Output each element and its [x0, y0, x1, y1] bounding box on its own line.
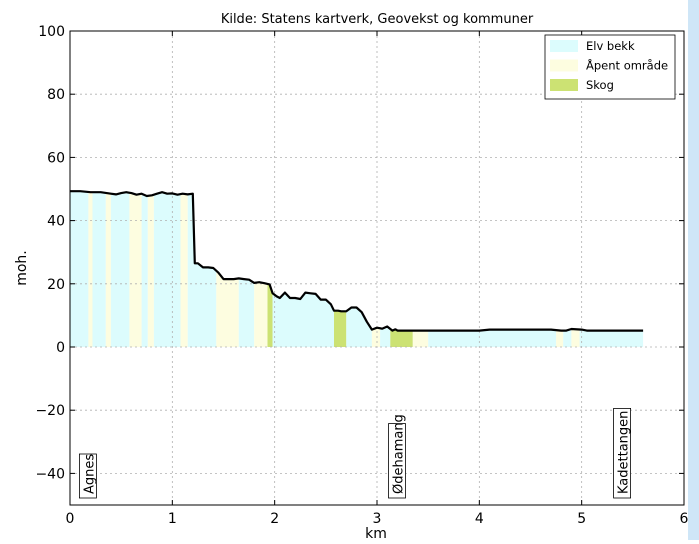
axes: 0 1 2 3 4 5 6 −40 −20 0 20 40 60 80 100 — [35, 24, 688, 527]
x-tick-label: 5 — [577, 511, 586, 527]
landcover-band-elv-bekk — [346, 307, 372, 347]
elevation-line-layer — [70, 190, 644, 332]
legend-label: Elv bekk — [586, 39, 635, 53]
y-tick-label: −40 — [35, 466, 65, 482]
x-tick-label: 1 — [168, 511, 177, 527]
legend-swatch — [550, 59, 578, 72]
y-tick-label: 80 — [47, 87, 65, 103]
x-tick-label: 0 — [66, 511, 75, 527]
landcover-band-skog — [267, 283, 273, 347]
place-annotations: Agnes Ødehamang Kadettangen — [79, 408, 632, 499]
legend-label: Åpent område — [586, 58, 668, 73]
elevation-line — [70, 190, 644, 332]
landcover-band-elv-bekk — [563, 329, 572, 347]
landcover-band--pent-omr-de — [88, 192, 93, 347]
landcover-band-elv-bekk — [238, 278, 255, 347]
place-annotation-box — [79, 453, 97, 499]
landcover-band-elv-bekk — [428, 329, 557, 347]
landcover-band-elv-bekk — [153, 192, 181, 347]
window-edge — [688, 0, 699, 540]
place-annotation: Agnes — [79, 453, 97, 499]
place-annotation: Kadettangen — [613, 408, 632, 499]
x-axis-label: km — [365, 526, 387, 540]
landcover-band--pent-omr-de — [216, 270, 239, 347]
landcover-band--pent-omr-de — [254, 282, 268, 347]
landcover-band-elv-bekk — [187, 193, 217, 347]
place-annotation-box — [613, 408, 631, 499]
y-tick-label: 0 — [56, 340, 65, 356]
landcover-band--pent-omr-de — [571, 329, 580, 347]
place-annotation-label: Agnes — [82, 454, 97, 494]
place-annotation-label: Ødehamang — [392, 414, 407, 494]
landcover-band-elv-bekk — [272, 292, 334, 347]
y-axis-label: moh. — [14, 250, 30, 286]
legend-label: Skog — [586, 78, 614, 92]
place-annotation: Ødehamang — [388, 414, 407, 499]
landcover-bands — [70, 191, 644, 347]
y-tick-label: 60 — [47, 150, 65, 166]
y-tick-label: 20 — [47, 277, 65, 293]
x-tick-label: 2 — [270, 511, 279, 527]
legend-swatch — [550, 40, 578, 52]
landcover-band-elv-bekk — [92, 192, 106, 347]
landcover-band-elv-bekk — [110, 192, 130, 347]
landcover-band-elv-bekk — [141, 193, 148, 347]
x-tick-label: 3 — [373, 511, 382, 527]
legend-swatch — [550, 79, 578, 91]
y-tick-label: 40 — [47, 214, 65, 230]
y-tick-label: −20 — [35, 403, 65, 419]
landcover-band--pent-omr-de — [412, 330, 429, 347]
landcover-band-elv-bekk — [579, 329, 644, 347]
landcover-band--pent-omr-de — [371, 327, 381, 347]
chart-title: Kilde: Statens kartverk, Geovekst og kom… — [221, 12, 534, 27]
landcover-band--pent-omr-de — [147, 194, 154, 347]
place-annotation-label: Kadettangen — [617, 411, 632, 494]
x-tick-label: 6 — [680, 511, 689, 527]
place-annotation-box — [388, 423, 406, 499]
landcover-band-skog — [334, 310, 347, 347]
legend: Elv bekk Åpent område Skog — [544, 34, 676, 100]
landcover-band-elv-bekk — [380, 326, 391, 347]
y-tick-label: 100 — [38, 24, 65, 40]
x-tick-label: 4 — [475, 511, 484, 527]
landcover-band--pent-omr-de — [180, 193, 188, 347]
landcover-band--pent-omr-de — [105, 192, 111, 347]
landcover-band--pent-omr-de — [556, 330, 564, 347]
landcover-band--pent-omr-de — [129, 192, 142, 347]
landcover-band-skog — [390, 328, 413, 347]
landcover-band-elv-bekk — [70, 191, 89, 347]
